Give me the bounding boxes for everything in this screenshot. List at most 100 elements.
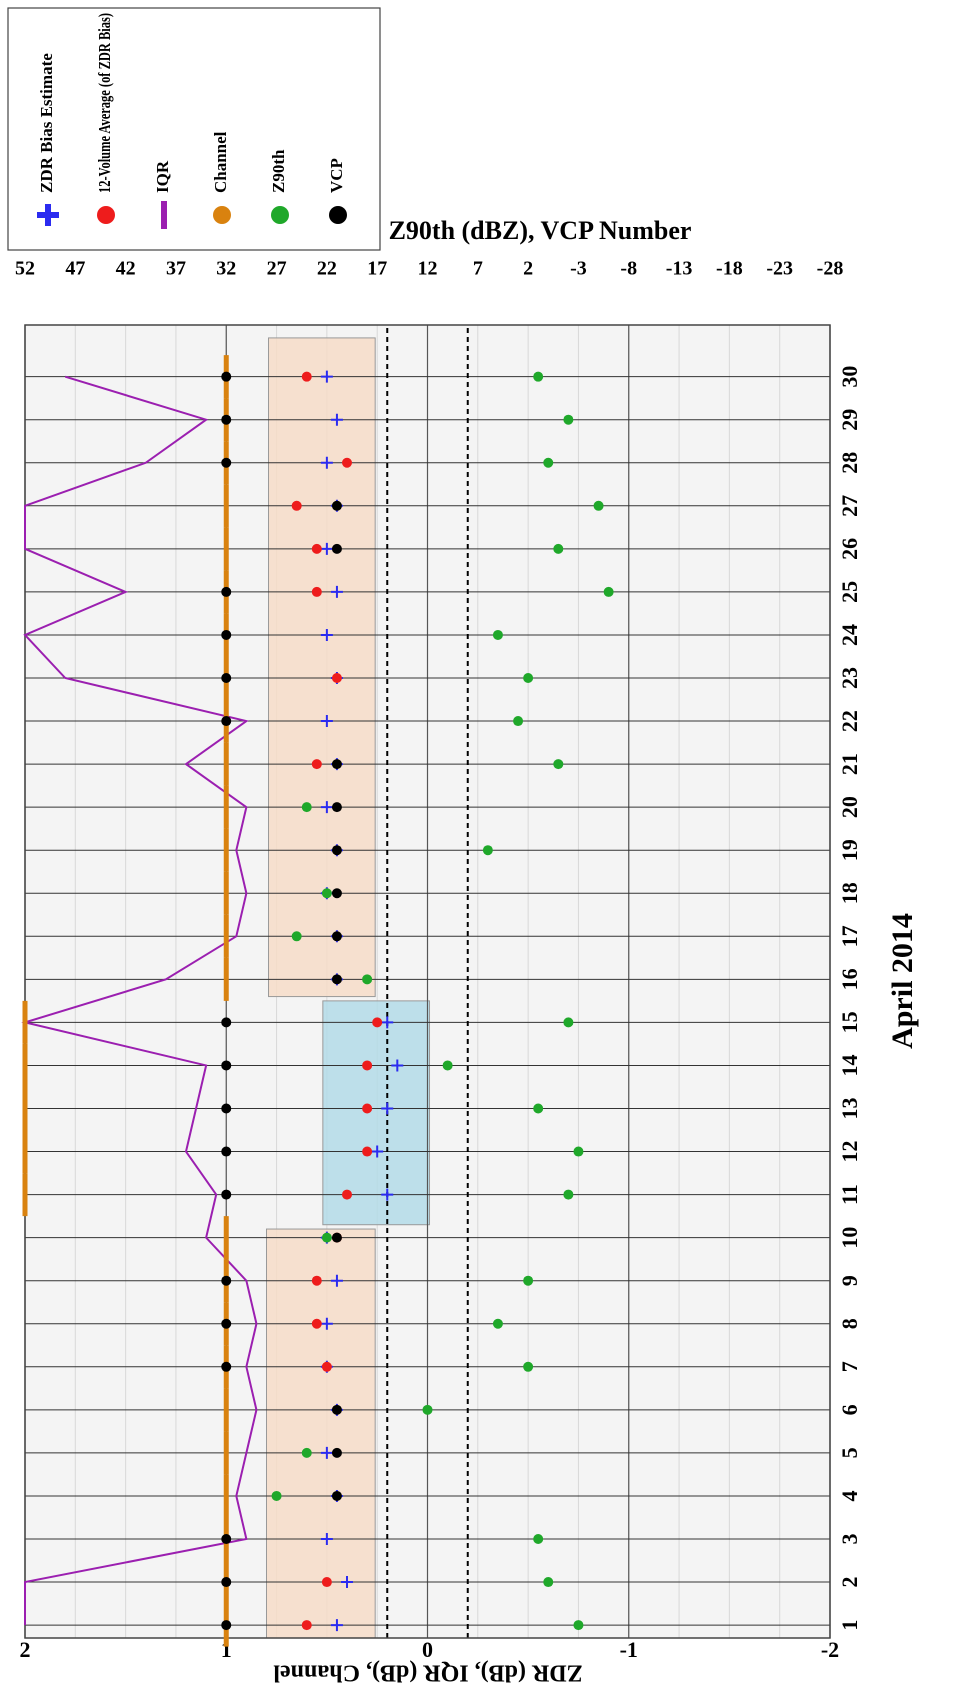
x-tick-label: 11	[837, 1184, 862, 1205]
y-tick-label: -2	[821, 1637, 839, 1662]
plus-marker	[320, 542, 333, 555]
y2-tick-label: 27	[267, 258, 287, 280]
dot	[573, 1620, 584, 1631]
y2-axis-label: Z90th (dBZ), VCP Number	[389, 216, 692, 245]
plus-shape	[371, 1145, 384, 1158]
dot	[442, 1060, 453, 1071]
x-tick-label: 28	[837, 452, 862, 474]
plus-marker	[330, 1274, 343, 1287]
y2-tick-label: 42	[116, 258, 136, 280]
dot	[221, 1318, 232, 1329]
plus-marker	[391, 1059, 404, 1072]
dot	[221, 1017, 232, 1028]
dot	[362, 1146, 373, 1157]
y2-tick-label: 47	[65, 258, 85, 280]
x-tick-label: 21	[837, 753, 862, 775]
dot	[221, 1577, 232, 1588]
plus-shape	[320, 370, 333, 383]
dot	[221, 1361, 232, 1372]
dot	[372, 1017, 383, 1028]
rotated-chart: April 2014 ZDR (dB), IQR (dB), Channel Z…	[7, 7, 919, 1683]
dot	[221, 414, 232, 425]
x-tick-label: 5	[837, 1447, 862, 1458]
dot	[362, 1103, 373, 1114]
dot	[331, 759, 342, 770]
y2-tick-label: 37	[166, 258, 186, 280]
dot	[533, 1103, 544, 1114]
plus-marker	[330, 413, 343, 426]
plus-shape	[391, 1059, 404, 1072]
dot	[573, 1146, 584, 1157]
plus-marker	[320, 1446, 333, 1459]
y2-tick-label: 52	[15, 258, 35, 280]
dot	[291, 500, 302, 511]
dot	[553, 543, 564, 554]
plus-shape	[320, 1532, 333, 1545]
plus-marker	[341, 1576, 353, 1589]
dot	[593, 500, 604, 511]
dot	[291, 931, 302, 942]
plus-marker	[320, 801, 333, 814]
dot	[301, 371, 312, 382]
dot	[492, 1318, 503, 1329]
x-tick-label: 4	[837, 1490, 862, 1501]
dot	[603, 586, 614, 597]
dot	[321, 888, 332, 899]
dot	[523, 673, 534, 684]
dot	[342, 1189, 352, 1200]
x-tick-label: 18	[837, 882, 862, 904]
dot	[331, 1447, 342, 1458]
shaded-region	[268, 337, 376, 998]
legend-marker	[213, 206, 231, 224]
y2-tick-label: 2	[523, 258, 533, 280]
legend-marker	[271, 206, 289, 224]
dot	[533, 1533, 544, 1544]
plus-marker	[330, 1619, 343, 1632]
legend-label: 12-Volume Average (of ZDR Bias)	[95, 13, 114, 193]
dot	[221, 1103, 232, 1114]
dot	[523, 1361, 534, 1372]
dot	[563, 414, 574, 425]
x-tick-label: 12	[837, 1141, 862, 1163]
dot	[221, 1275, 232, 1286]
x-tick-label: 19	[837, 839, 862, 861]
dot	[221, 1060, 232, 1071]
plus-marker	[381, 1188, 394, 1201]
legend-label: Channel	[211, 131, 230, 193]
x-tick-label: 30	[837, 366, 862, 388]
dot	[311, 1318, 322, 1329]
x-tick-label: 1	[837, 1620, 862, 1631]
dot	[221, 586, 232, 597]
shaded-region	[266, 1228, 376, 1639]
dot	[492, 629, 503, 640]
plus-shape	[320, 456, 333, 469]
dot	[362, 974, 373, 985]
dot	[311, 586, 322, 597]
plus-marker	[320, 628, 333, 641]
x-tick-label: 7	[837, 1361, 862, 1372]
dot	[543, 1577, 554, 1588]
plus-marker	[320, 370, 333, 383]
plus-shape	[320, 542, 333, 555]
plot-frame	[24, 324, 831, 1639]
x-tick-label: 26	[837, 538, 862, 560]
legend-marker	[37, 204, 59, 226]
dot	[301, 802, 312, 813]
plus-marker	[381, 1016, 394, 1029]
dot	[221, 716, 232, 727]
y-tick-label: 2	[20, 1637, 31, 1662]
y2-tick-label: -28	[817, 258, 844, 280]
dot	[321, 1232, 332, 1243]
y-tick-label: -1	[620, 1637, 638, 1662]
x-tick-label: 25	[837, 581, 862, 603]
plus-shape	[381, 1102, 394, 1115]
x-tick-label: 22	[837, 710, 862, 732]
y-axis-label: ZDR (dB), IQR (dB), Channel	[273, 1659, 583, 1683]
x-tick-label: 15	[837, 1011, 862, 1033]
x-tick-label: 29	[837, 409, 862, 431]
plus-shape	[320, 1317, 333, 1330]
x-axis-label: April 2014	[886, 913, 919, 1049]
plus-shape	[320, 628, 333, 641]
plus-shape	[330, 413, 343, 426]
